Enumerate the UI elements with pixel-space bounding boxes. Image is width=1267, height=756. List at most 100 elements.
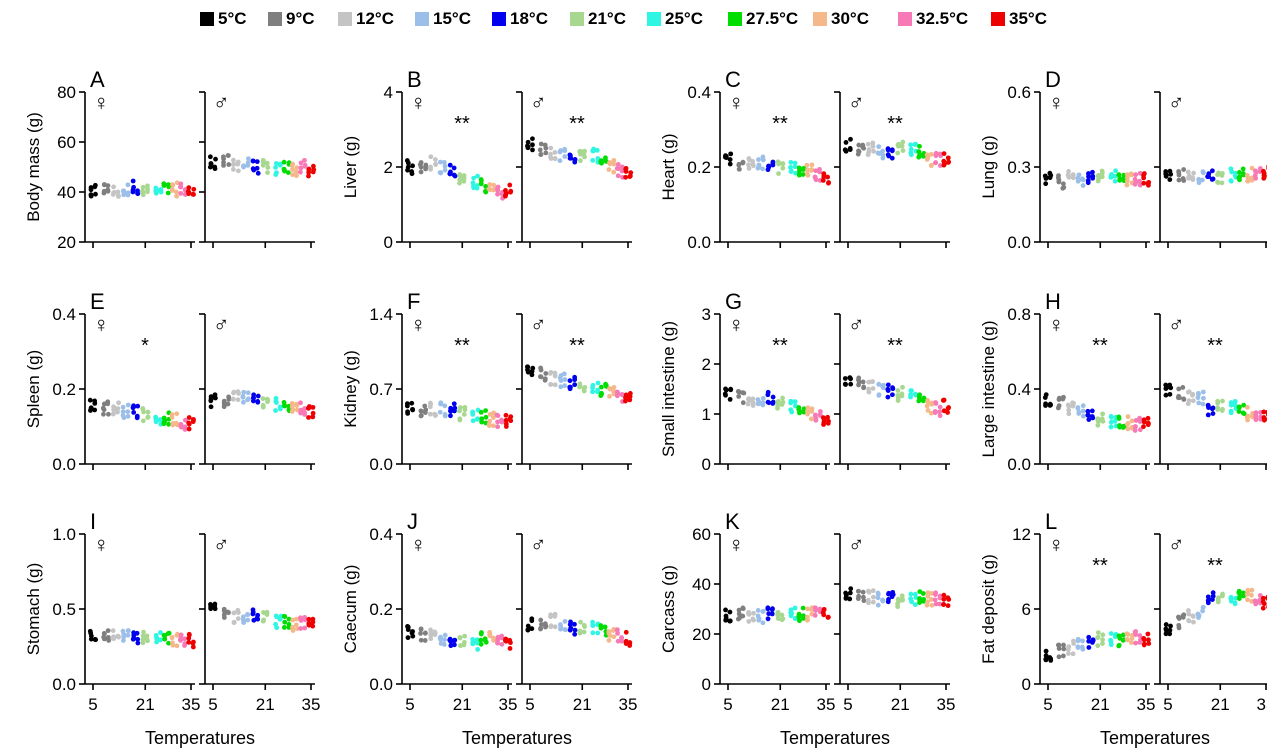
data-point xyxy=(1260,599,1266,605)
data-point xyxy=(933,601,939,607)
data-point xyxy=(572,382,578,388)
data-point xyxy=(607,160,613,166)
panel-label: F xyxy=(407,289,420,314)
data-point xyxy=(212,164,218,170)
data-point xyxy=(422,638,428,643)
x-tick-label: 5 xyxy=(405,695,414,714)
data-point xyxy=(154,639,159,645)
legend-swatch xyxy=(728,12,742,26)
data-point xyxy=(294,173,299,179)
data-point xyxy=(525,145,531,151)
data-point xyxy=(1066,169,1071,174)
data-point xyxy=(482,638,488,643)
data-point xyxy=(306,620,312,626)
data-point xyxy=(908,591,914,597)
data-point xyxy=(856,148,861,154)
data-point xyxy=(1244,414,1250,420)
data-point xyxy=(277,161,283,167)
data-point xyxy=(281,625,287,630)
data-point xyxy=(487,629,493,635)
data-point xyxy=(727,157,733,162)
data-point xyxy=(740,400,746,406)
data-point xyxy=(590,619,595,625)
data-point xyxy=(619,168,625,174)
data-point xyxy=(865,597,871,603)
data-point xyxy=(765,167,771,173)
data-point xyxy=(598,393,604,399)
data-point xyxy=(538,152,544,157)
data-point xyxy=(538,625,544,631)
data-point xyxy=(760,154,766,160)
x-tick-label: 5 xyxy=(525,695,534,714)
data-point xyxy=(1167,631,1173,637)
data-point xyxy=(760,402,766,408)
data-point xyxy=(281,166,287,172)
data-point xyxy=(805,411,810,417)
male-symbol: ♂ xyxy=(213,532,230,557)
panel-label: I xyxy=(90,509,96,534)
data-point xyxy=(1167,382,1173,388)
data-point xyxy=(591,146,597,152)
data-point xyxy=(260,396,266,402)
data-point xyxy=(615,630,620,636)
data-point xyxy=(1253,168,1258,174)
legend-label: 15°C xyxy=(433,9,471,28)
male-symbol: ♂ xyxy=(848,312,865,337)
data-point xyxy=(900,384,905,390)
data-point xyxy=(800,605,806,611)
female-symbol: ♀ xyxy=(728,312,745,337)
data-point xyxy=(1141,417,1147,423)
data-point xyxy=(929,590,934,596)
y-tick-label: 80 xyxy=(57,83,76,102)
data-point xyxy=(158,189,164,195)
data-point xyxy=(508,640,513,646)
data-point xyxy=(1096,173,1101,178)
data-point xyxy=(1043,653,1049,659)
data-point xyxy=(470,639,476,645)
data-point xyxy=(548,612,554,618)
data-point xyxy=(462,407,468,413)
data-point xyxy=(776,171,781,176)
data-point xyxy=(885,147,891,153)
data-point xyxy=(438,634,443,640)
data-point xyxy=(615,392,621,397)
data-point xyxy=(1232,600,1238,606)
data-point xyxy=(405,409,410,415)
data-point xyxy=(302,406,308,411)
panel-label: D xyxy=(1045,67,1061,92)
data-point xyxy=(876,392,882,398)
data-point xyxy=(422,403,428,409)
data-point xyxy=(503,636,509,642)
data-point xyxy=(186,420,192,426)
data-point xyxy=(483,189,489,195)
data-point xyxy=(542,376,548,382)
data-point xyxy=(1113,168,1119,174)
data-point xyxy=(606,167,612,172)
data-point xyxy=(478,178,484,184)
x-tick-label: 5 xyxy=(1043,695,1052,714)
data-point xyxy=(495,419,500,425)
data-point xyxy=(121,192,127,198)
data-point xyxy=(572,631,578,637)
data-point xyxy=(937,409,943,415)
data-point xyxy=(457,177,463,183)
data-point xyxy=(755,608,761,613)
data-point xyxy=(1137,427,1143,433)
panel-label: H xyxy=(1045,289,1061,314)
data-point xyxy=(153,632,159,638)
data-point xyxy=(1100,411,1106,417)
data-point xyxy=(805,606,810,612)
data-point xyxy=(174,411,180,417)
data-point xyxy=(140,640,146,646)
data-point xyxy=(507,182,513,188)
data-point xyxy=(92,637,98,642)
data-point xyxy=(820,177,826,183)
significance-marker: ** xyxy=(454,335,470,357)
data-point xyxy=(895,142,901,148)
male-symbol: ♂ xyxy=(848,532,865,557)
data-point xyxy=(1095,643,1101,649)
data-point xyxy=(1128,171,1134,177)
data-point xyxy=(1145,415,1151,421)
data-point xyxy=(789,610,795,616)
data-point xyxy=(1095,634,1101,640)
